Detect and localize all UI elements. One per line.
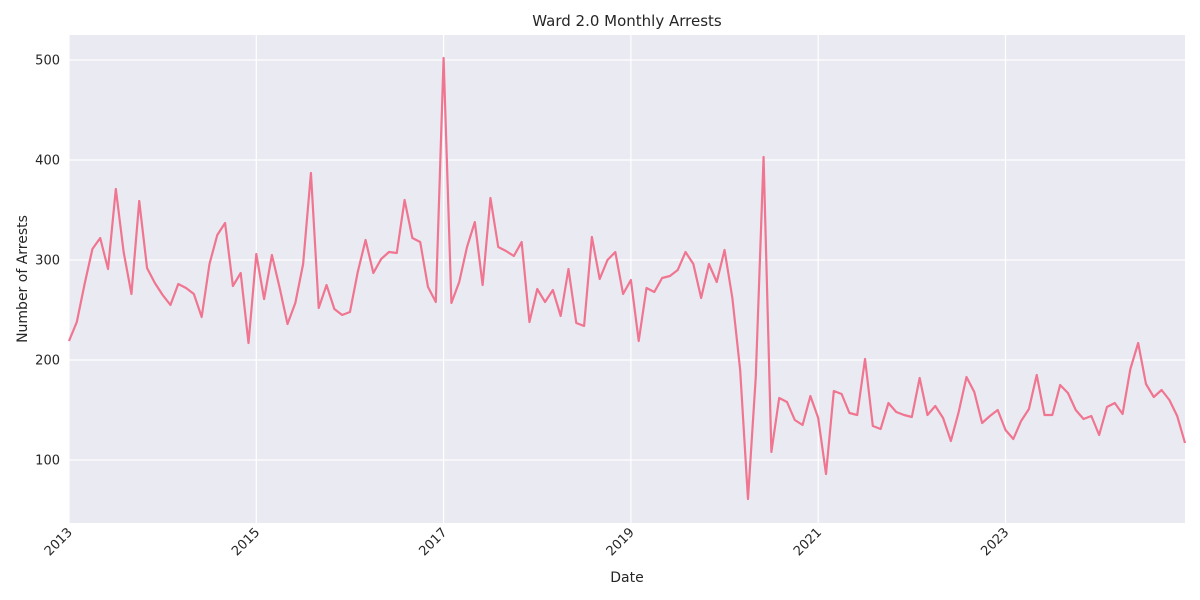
x-tick-label: 2023 [978, 525, 1012, 559]
y-tick-label: 100 [35, 454, 60, 469]
x-tick-label: 2017 [416, 525, 450, 559]
y-axis-title: Number of Arrests [15, 215, 31, 343]
x-tick-labels: 2013 2015 2017 2019 2021 2023 [42, 525, 1013, 559]
chart-title: Ward 2.0 Monthly Arrests [532, 12, 722, 30]
y-tick-label: 200 [35, 354, 60, 369]
x-tick-label: 2015 [229, 525, 263, 559]
y-tick-label: 500 [35, 54, 60, 69]
series-line [67, 56, 1187, 501]
series-layer [67, 56, 1187, 501]
x-tick-label: 2019 [604, 525, 638, 559]
x-tick-label: 2021 [791, 525, 825, 559]
y-tick-labels: 100 200 300 400 500 [35, 54, 60, 469]
y-tick-label: 400 [35, 154, 60, 169]
y-tick-label: 300 [35, 254, 60, 269]
x-tick-label: 2013 [42, 525, 76, 559]
x-axis-title: Date [610, 570, 643, 586]
